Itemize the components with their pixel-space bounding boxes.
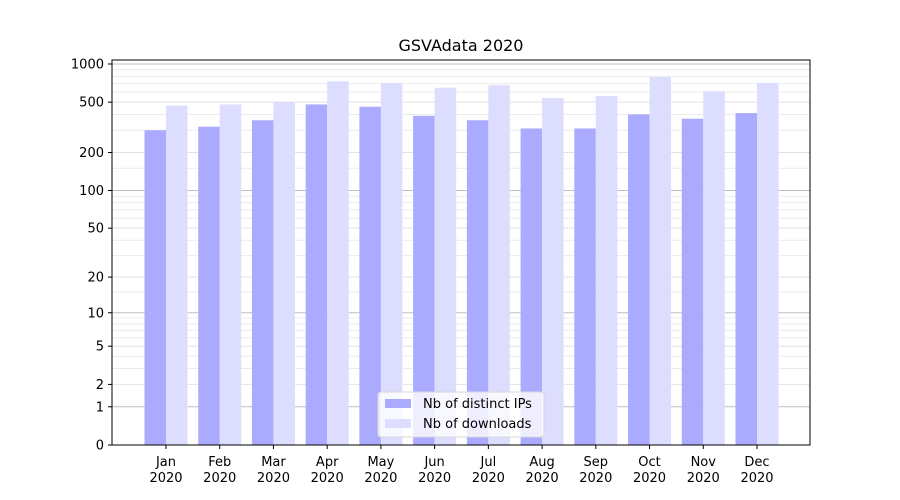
bar-downloads (703, 91, 725, 446)
y-tick-label: 1 (96, 400, 104, 415)
x-tick-label: May 2020 (364, 455, 397, 486)
bar-distinct-ips (144, 130, 166, 446)
x-tick-label: Sep 2020 (579, 455, 612, 486)
bar-downloads (595, 95, 618, 445)
y-axis: 0 1 2 5 10 20 50 100 200 500 1000 (71, 58, 112, 454)
bar-downloads (166, 105, 188, 446)
x-tick-label: Apr 2020 (311, 455, 344, 486)
bar-distinct-ips (735, 113, 757, 445)
x-tick-label: Oct 2020 (633, 455, 666, 486)
bar-downloads (434, 87, 457, 446)
legend-swatch (385, 399, 411, 408)
bar-distinct-ips (520, 128, 543, 446)
plot-frame (111, 59, 811, 446)
legend: Nb of distinct IPs Nb of downloads (377, 391, 545, 438)
x-tick-label: Jan 2020 (149, 455, 182, 486)
bar-downloads (327, 81, 349, 445)
x-tick-label: Mar 2020 (257, 455, 290, 486)
legend-label: Nb of distinct IPs (423, 397, 532, 412)
bar-distinct-ips (359, 106, 381, 446)
bar-distinct-ips (251, 120, 274, 445)
y-tick-label: 1000 (71, 58, 104, 73)
y-tick-label: 2 (96, 378, 104, 393)
bars-layer (144, 76, 779, 446)
bar-distinct-ips (681, 118, 704, 445)
bar-downloads (649, 76, 672, 445)
x-tick-label: Dec 2020 (740, 455, 773, 486)
bar-distinct-ips (466, 120, 489, 445)
x-tick-label: Nov 2020 (687, 455, 720, 486)
legend-box (377, 391, 545, 438)
y-tick-label: 50 (87, 222, 104, 237)
bar-distinct-ips (413, 115, 435, 445)
x-tick-label: Feb 2020 (203, 455, 236, 486)
bar-downloads (542, 97, 564, 445)
x-tick-label: Jun 2020 (418, 455, 451, 486)
legend-label: Nb of downloads (423, 417, 532, 432)
bar-distinct-ips (305, 104, 328, 445)
bar-downloads (380, 82, 403, 445)
bar-distinct-ips (628, 114, 650, 446)
chart-title: GSVAdata 2020 (399, 36, 524, 55)
bar-distinct-ips (574, 128, 596, 446)
y-tick-label: 5 (96, 340, 104, 355)
bar-downloads (488, 85, 510, 445)
y-tick-label: 10 (87, 306, 104, 321)
y-tick-label: 100 (79, 184, 104, 199)
y-tick-label: 0 (96, 439, 104, 454)
x-tick-label: Aug 2020 (526, 455, 559, 486)
bar-distinct-ips (198, 126, 220, 446)
bar-downloads (219, 104, 242, 445)
bar-downloads (273, 102, 295, 445)
legend-swatch (385, 419, 411, 428)
y-tick-label: 20 (87, 271, 104, 286)
y-tick-label: 500 (79, 96, 104, 111)
bar-downloads (757, 82, 779, 445)
x-axis: Jan 2020 Feb 2020 Mar 2020 Apr 2020 May 2020 Jun 20… (149, 445, 774, 486)
x-tick-label: Jul 2020 (472, 455, 505, 486)
y-tick-label: 200 (79, 146, 104, 161)
